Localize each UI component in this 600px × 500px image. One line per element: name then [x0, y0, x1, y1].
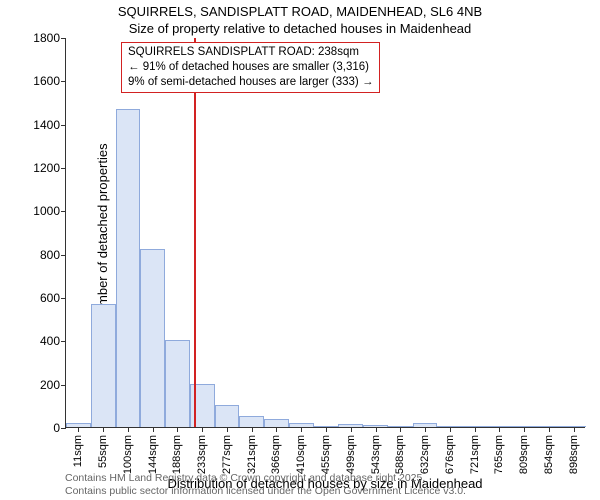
footer-line1: Contains HM Land Registry data © Crown c… — [65, 472, 466, 485]
x-tick-label: 188sqm — [171, 435, 183, 474]
y-tick-label: 400 — [20, 334, 60, 348]
y-tick-label: 1200 — [20, 161, 60, 175]
annotation-box: SQUIRRELS SANDISPLATT ROAD: 238sqm ← 91%… — [121, 42, 380, 93]
x-tick-mark — [351, 427, 352, 432]
x-tick-label: 721sqm — [469, 435, 481, 474]
x-tick-mark — [499, 427, 500, 432]
x-tick-label: 765sqm — [493, 435, 505, 474]
x-tick-mark — [78, 427, 79, 432]
histogram-bar — [116, 109, 141, 428]
y-tick-label: 600 — [20, 291, 60, 305]
footer-line2: Contains public sector information licen… — [65, 485, 466, 498]
x-tick-mark — [128, 427, 129, 432]
histogram-bar — [140, 249, 165, 427]
x-tick-mark — [475, 427, 476, 432]
plot-grid: 02004006008001000120014001600180011sqm55… — [65, 38, 585, 428]
x-tick-label: 455sqm — [320, 435, 332, 474]
y-tick-label: 1000 — [20, 204, 60, 218]
x-tick-mark — [376, 427, 377, 432]
x-tick-mark — [252, 427, 253, 432]
y-tick-mark — [61, 125, 66, 126]
x-tick-label: 321sqm — [246, 435, 258, 474]
reference-line — [194, 38, 196, 427]
x-tick-label: 366sqm — [270, 435, 282, 474]
histogram-bar — [215, 405, 240, 427]
x-tick-label: 898sqm — [568, 435, 580, 474]
x-tick-mark — [400, 427, 401, 432]
y-tick-label: 1600 — [20, 74, 60, 88]
y-tick-mark — [61, 211, 66, 212]
y-tick-mark — [61, 38, 66, 39]
x-tick-mark — [103, 427, 104, 432]
x-tick-mark — [524, 427, 525, 432]
x-tick-mark — [450, 427, 451, 432]
x-tick-label: 809sqm — [518, 435, 530, 474]
x-tick-mark — [276, 427, 277, 432]
x-tick-mark — [326, 427, 327, 432]
x-tick-label: 410sqm — [295, 435, 307, 474]
x-tick-label: 543sqm — [370, 435, 382, 474]
x-tick-label: 233sqm — [196, 435, 208, 474]
x-tick-label: 55sqm — [97, 435, 109, 468]
y-tick-mark — [61, 168, 66, 169]
x-tick-label: 676sqm — [444, 435, 456, 474]
y-tick-mark — [61, 428, 66, 429]
y-tick-mark — [61, 341, 66, 342]
x-tick-mark — [227, 427, 228, 432]
x-tick-label: 144sqm — [147, 435, 159, 474]
x-tick-label: 588sqm — [394, 435, 406, 474]
x-tick-mark — [574, 427, 575, 432]
histogram-bar — [264, 419, 289, 427]
x-tick-label: 854sqm — [543, 435, 555, 474]
x-tick-mark — [153, 427, 154, 432]
histogram-bar — [239, 416, 264, 427]
histogram-bar — [91, 304, 116, 428]
chart-title-line1: SQUIRRELS, SANDISPLATT ROAD, MAIDENHEAD,… — [0, 4, 600, 19]
y-tick-mark — [61, 298, 66, 299]
x-tick-mark — [202, 427, 203, 432]
attribution-footer: Contains HM Land Registry data © Crown c… — [65, 472, 466, 498]
y-tick-label: 800 — [20, 248, 60, 262]
y-tick-mark — [61, 255, 66, 256]
x-tick-label: 277sqm — [221, 435, 233, 474]
plot-area: Number of detached properties 0200400600… — [65, 38, 585, 428]
x-tick-label: 11sqm — [72, 435, 84, 467]
y-tick-label: 0 — [20, 421, 60, 435]
histogram-bar — [165, 340, 190, 427]
y-tick-mark — [61, 385, 66, 386]
y-tick-mark — [61, 81, 66, 82]
y-tick-label: 1800 — [20, 31, 60, 45]
x-tick-label: 632sqm — [419, 435, 431, 474]
x-tick-mark — [177, 427, 178, 432]
y-tick-label: 200 — [20, 378, 60, 392]
x-tick-label: 499sqm — [345, 435, 357, 474]
chart-frame: { "title_line1": "SQUIRRELS, SANDISPLATT… — [0, 0, 600, 500]
x-tick-mark — [301, 427, 302, 432]
x-tick-mark — [425, 427, 426, 432]
x-tick-mark — [549, 427, 550, 432]
x-tick-label: 100sqm — [122, 435, 134, 474]
y-tick-label: 1400 — [20, 118, 60, 132]
chart-title-line2: Size of property relative to detached ho… — [0, 21, 600, 36]
